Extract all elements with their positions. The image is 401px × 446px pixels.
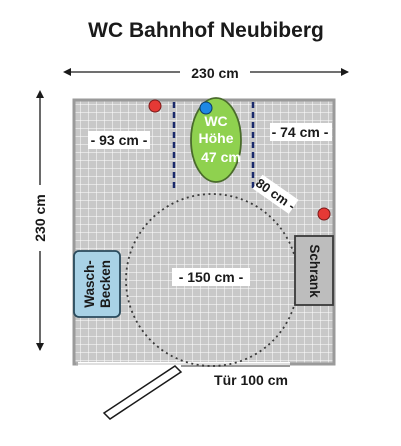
height-label-bg (30, 185, 50, 251)
left-gap-label-bg (88, 131, 150, 149)
wc-toilet (190, 97, 242, 183)
wc-height-label: Höhe (199, 130, 234, 146)
height-label: 230 cm (32, 194, 48, 241)
wc-height-value: 47 cm (201, 149, 241, 165)
sink-label-line2: Becken (98, 260, 113, 308)
turning-circle-label-bg (172, 268, 250, 286)
door-label: Tür 100 cm (214, 372, 288, 388)
left-gap-label: - 93 cm - (91, 132, 148, 148)
turning-circle-label: - 150 cm - (179, 269, 244, 285)
width-label-bg (180, 62, 250, 82)
right-gap-label-bg (270, 123, 332, 141)
sink (73, 250, 121, 318)
right-gap-label: - 74 cm - (272, 124, 329, 140)
cabinet-label: Schrank (307, 244, 322, 298)
blue-marker (199, 101, 213, 115)
door-leaf (102, 365, 183, 420)
cabinet (294, 235, 334, 306)
wc-label: WC (204, 113, 227, 129)
width-label: 230 cm (191, 65, 238, 81)
red-marker-top (148, 99, 162, 113)
page-title: WC Bahnhof Neubiberg (88, 19, 324, 42)
red-marker-right (317, 207, 331, 221)
diagonal-label-bg (252, 174, 299, 214)
sink-label-line1: Wasch- (82, 260, 97, 308)
